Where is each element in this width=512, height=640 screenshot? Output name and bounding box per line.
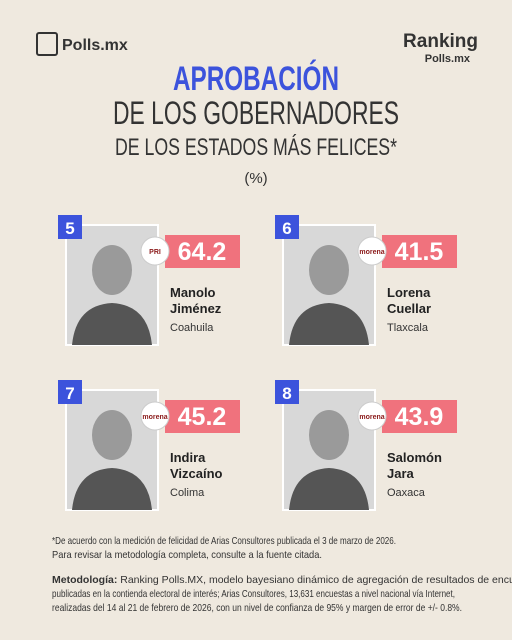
party-logo	[140, 401, 170, 431]
state: Colima	[170, 487, 205, 499]
state: Oaxaca	[387, 487, 426, 499]
last-name: Cuellar	[387, 301, 431, 316]
last-name: Jiménez	[170, 301, 222, 316]
title-line2: DE LOS GOBERNADORES	[113, 95, 399, 131]
photo-head	[92, 410, 132, 460]
last-name: Vizcaíno	[170, 466, 223, 481]
footnote-line: *De acuerdo con la medición de felicidad…	[52, 535, 396, 547]
party-logo	[357, 236, 387, 266]
title-unit: (%)	[244, 170, 267, 187]
state: Coahuila	[170, 322, 214, 334]
first-name: Lorena	[387, 285, 431, 300]
party-name: morena	[142, 414, 167, 421]
party-name: PRI	[149, 249, 161, 256]
party-logo	[357, 401, 387, 431]
methodology-line: realizadas del 14 al 21 de febrero de 20…	[52, 602, 462, 614]
first-name: Indira	[170, 450, 206, 465]
value-box	[382, 400, 457, 433]
rank-badge	[275, 215, 299, 239]
value: 64.2	[178, 238, 227, 266]
rank-badge	[275, 380, 299, 404]
logo-right-top: Ranking	[403, 31, 478, 52]
methodology-line: Ranking Polls.MX, modelo bayesiano dinám…	[117, 574, 512, 586]
logo-text: Polls.mx	[62, 37, 128, 54]
photo-head	[309, 245, 349, 295]
party-name: morena	[359, 249, 384, 256]
methodology-line: publicadas en la contienda electoral de …	[52, 588, 455, 600]
logo-right-bottom: Polls.mx	[425, 53, 471, 65]
title-line3: DE LOS ESTADOS MÁS FELICES*	[115, 134, 397, 161]
value: 43.9	[395, 403, 444, 431]
photo-body	[289, 303, 369, 345]
photo-body	[289, 468, 369, 510]
rank-number: 7	[65, 384, 74, 403]
photo-head	[92, 245, 132, 295]
party-name: morena	[359, 414, 384, 421]
rank-number: 5	[65, 219, 74, 238]
rank-badge	[58, 215, 82, 239]
last-name: Jara	[387, 466, 415, 481]
logo-left: Polls.mx	[36, 32, 128, 56]
first-name: Salomón	[387, 450, 442, 465]
first-name: Manolo	[170, 285, 216, 300]
party-logo	[140, 236, 170, 266]
value: 41.5	[395, 238, 444, 266]
methodology-text: Metodología: Ranking Polls.MX, modelo ba…	[52, 574, 512, 586]
state: Tlaxcala	[387, 322, 429, 334]
value-box	[165, 400, 240, 433]
methodology-label: Metodología:	[52, 574, 117, 586]
photo-head	[309, 410, 349, 460]
logo-icon	[36, 32, 58, 56]
photo-body	[72, 303, 152, 345]
footnote-line: Para revisar la metodología completa, co…	[52, 549, 322, 561]
value-box	[382, 235, 457, 268]
rank-number: 8	[282, 384, 291, 403]
title-line1: APROBACIÓN	[173, 60, 339, 98]
value: 45.2	[178, 403, 227, 431]
value-box	[165, 235, 240, 268]
photo-body	[72, 468, 152, 510]
rank-badge	[58, 380, 82, 404]
rank-number: 6	[282, 219, 291, 238]
